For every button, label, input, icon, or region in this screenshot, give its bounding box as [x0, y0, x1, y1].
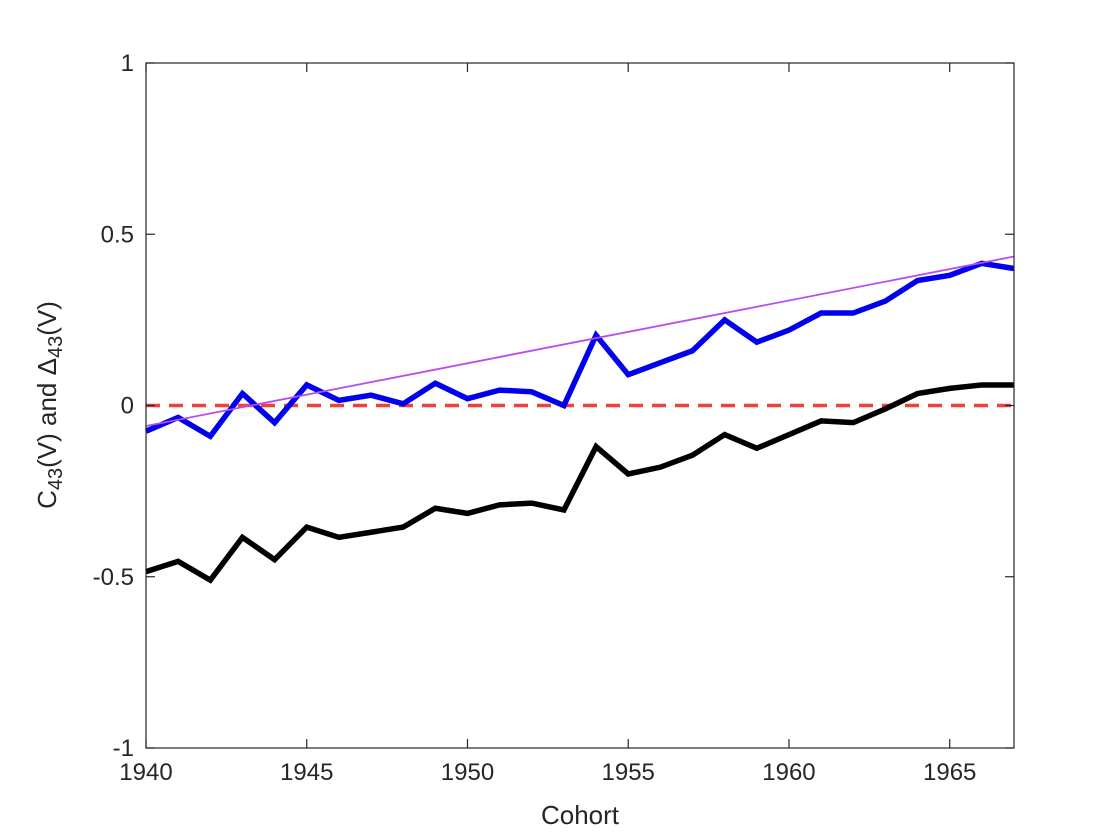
x-tick-label: 1945: [280, 759, 333, 786]
y-axis-label-part: Δ: [32, 358, 62, 375]
x-tick-label: 1960: [762, 759, 815, 786]
y-axis-label: C43(V) and Δ43(V): [32, 301, 67, 509]
y-tick-label: -0.5: [93, 564, 134, 591]
y-tick-label: -1: [113, 735, 134, 762]
y-tick-label: 1: [121, 50, 134, 77]
series-line-2: [145, 382, 1014, 584]
x-tick-label: 1965: [923, 759, 976, 786]
y-tick-label: 0.5: [101, 221, 134, 248]
series-line-3: [145, 255, 1015, 427]
y-axis-label-part: (V) and: [32, 375, 62, 468]
x-axis-label: Cohort: [541, 800, 620, 830]
series-layer: [144, 255, 1015, 584]
y-axis-label-part: C: [32, 490, 62, 509]
y-axis-label-subscript: 43: [45, 336, 67, 358]
x-tick-label: 1950: [441, 759, 494, 786]
tick-layer: 1940 1945 1950 1955 1960 1965 -1 -0.5 0 0.5 1: [93, 50, 1014, 786]
y-axis-label-subscript: 43: [45, 468, 67, 490]
y-tick-label: 0: [121, 393, 134, 420]
series-line-1: [144, 260, 1015, 440]
x-tick-label: 1940: [119, 759, 172, 786]
label-layer: Cohort C43(V) and Δ43(V): [32, 301, 620, 830]
y-axis-label-part: (V): [32, 301, 62, 336]
x-tick-label: 1955: [602, 759, 655, 786]
